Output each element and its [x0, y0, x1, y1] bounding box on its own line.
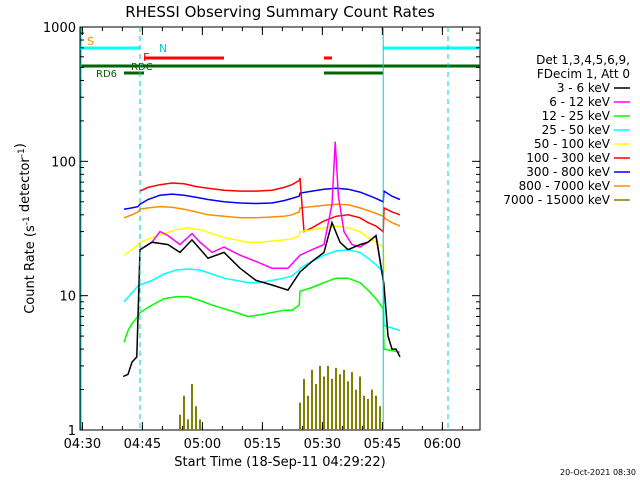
legend-header: FDecim 1, Att 0	[537, 67, 630, 81]
state-label-saa: S	[87, 35, 94, 48]
legend-entry: 3 - 6 keV	[557, 81, 611, 95]
legend-entry: 100 - 300 keV	[526, 151, 610, 165]
legend-entry: 25 - 50 keV	[542, 123, 611, 137]
series-line-12-25-kev	[123, 277, 401, 353]
series-line-300-800-kev	[123, 187, 401, 210]
series-line-800-7000-kev	[123, 203, 401, 227]
y-tick-label: 10	[59, 290, 76, 305]
chart-title: RHESSI Observing Summary Count Rates	[125, 3, 435, 21]
state-label-night: N	[159, 42, 167, 55]
legend-entry: 12 - 25 keV	[542, 109, 611, 123]
y-tick-label: 1000	[43, 21, 76, 36]
state-label-flare: F	[143, 51, 149, 64]
x-tick-label: 04:45	[124, 437, 161, 452]
y-tick-label: 1	[68, 424, 76, 439]
legend-entry: 300 - 800 keV	[526, 165, 610, 179]
x-tick-label: 05:15	[244, 437, 281, 452]
series-line-3-6-kev	[122, 220, 401, 378]
legend-entry: 7000 - 15000 keV	[503, 193, 610, 207]
x-tick-label: 05:00	[184, 437, 221, 452]
x-tick-label: 05:30	[304, 437, 341, 452]
date-stamp: 20-Oct-2021 08:30	[560, 468, 636, 477]
plot-frame	[79, 26, 481, 431]
state-label-decim6: RD6	[96, 69, 117, 80]
legend-entry: 800 - 7000 keV	[519, 179, 611, 193]
series-line-25-50-kev	[123, 248, 401, 332]
legend-header: Det 1,3,4,5,6,9,	[536, 53, 630, 67]
x-tick-label: 06:00	[424, 437, 461, 452]
y-axis-label: Count Rate (s-1 detector-1)	[13, 143, 38, 314]
state-label-decim: RDC	[131, 62, 153, 73]
series-line-7000-15000-kev	[179, 365, 381, 430]
y-tick-label: 100	[51, 155, 76, 170]
x-axis-label: Start Time (18-Sep-11 04:29:22)	[174, 455, 385, 470]
legend-entry: 6 - 12 keV	[549, 95, 611, 109]
series-line-6-12-kev	[139, 141, 385, 286]
x-tick-label: 04:30	[64, 437, 101, 452]
legend-entry: 50 - 100 keV	[534, 137, 611, 151]
x-tick-label: 05:45	[364, 437, 401, 452]
series-line-100-300-kev	[139, 177, 401, 234]
series-line-50-100-kev	[123, 225, 385, 273]
